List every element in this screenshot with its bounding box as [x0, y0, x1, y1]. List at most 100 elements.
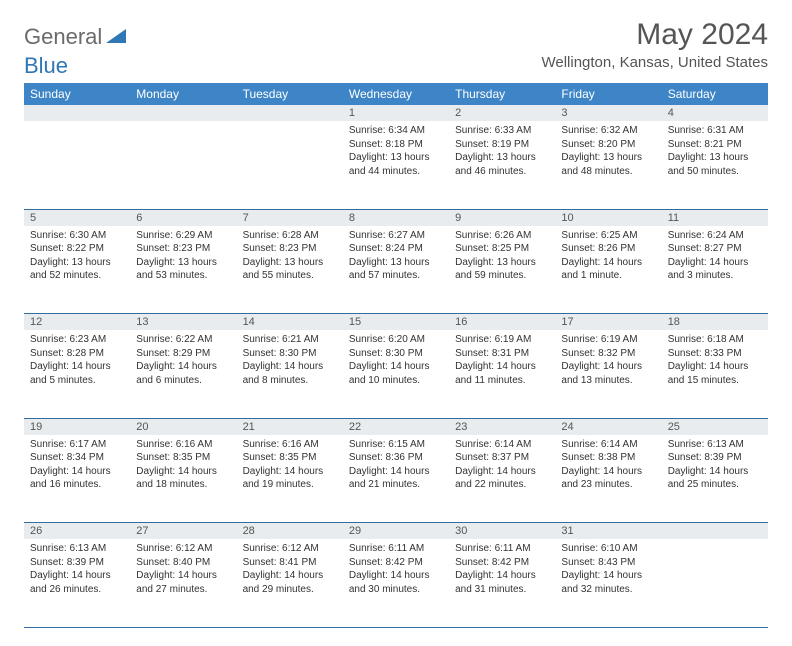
day-details: Sunrise: 6:30 AMSunset: 8:22 PMDaylight:… [24, 226, 130, 287]
week-row: Sunrise: 6:17 AMSunset: 8:34 PMDaylight:… [24, 435, 768, 523]
day-cell: Sunrise: 6:24 AMSunset: 8:27 PMDaylight:… [662, 226, 768, 314]
day-details: Sunrise: 6:22 AMSunset: 8:29 PMDaylight:… [130, 330, 236, 391]
day-cell: Sunrise: 6:15 AMSunset: 8:36 PMDaylight:… [343, 435, 449, 523]
day-cell [130, 121, 236, 209]
daynum-cell: 16 [449, 314, 555, 331]
daynum-cell: 7 [237, 209, 343, 226]
day-details: Sunrise: 6:34 AMSunset: 8:18 PMDaylight:… [343, 121, 449, 182]
day-cell: Sunrise: 6:16 AMSunset: 8:35 PMDaylight:… [237, 435, 343, 523]
day-cell: Sunrise: 6:11 AMSunset: 8:42 PMDaylight:… [343, 539, 449, 627]
day-details: Sunrise: 6:14 AMSunset: 8:38 PMDaylight:… [555, 435, 661, 496]
daynum-cell: 19 [24, 418, 130, 435]
day-cell: Sunrise: 6:33 AMSunset: 8:19 PMDaylight:… [449, 121, 555, 209]
daynum-cell: 8 [343, 209, 449, 226]
weekday-header: Tuesday [237, 83, 343, 105]
day-details: Sunrise: 6:20 AMSunset: 8:30 PMDaylight:… [343, 330, 449, 391]
day-number: 22 [343, 419, 449, 435]
day-cell: Sunrise: 6:13 AMSunset: 8:39 PMDaylight:… [24, 539, 130, 627]
day-number: 1 [343, 105, 449, 121]
daynum-cell: 4 [662, 105, 768, 121]
day-cell: Sunrise: 6:11 AMSunset: 8:42 PMDaylight:… [449, 539, 555, 627]
week-row: Sunrise: 6:30 AMSunset: 8:22 PMDaylight:… [24, 226, 768, 314]
day-number: 17 [555, 314, 661, 330]
day-number: 9 [449, 210, 555, 226]
week-row: Sunrise: 6:13 AMSunset: 8:39 PMDaylight:… [24, 539, 768, 627]
daynum-cell: 31 [555, 523, 661, 540]
day-details: Sunrise: 6:12 AMSunset: 8:40 PMDaylight:… [130, 539, 236, 600]
day-details: Sunrise: 6:18 AMSunset: 8:33 PMDaylight:… [662, 330, 768, 391]
day-number: 6 [130, 210, 236, 226]
day-number: 23 [449, 419, 555, 435]
day-number: 14 [237, 314, 343, 330]
weekday-header: Monday [130, 83, 236, 105]
daynum-cell: 30 [449, 523, 555, 540]
logo: General [24, 18, 128, 50]
calendar-table: SundayMondayTuesdayWednesdayThursdayFrid… [24, 83, 768, 628]
daynum-cell: 18 [662, 314, 768, 331]
day-details: Sunrise: 6:10 AMSunset: 8:43 PMDaylight:… [555, 539, 661, 600]
day-number: 20 [130, 419, 236, 435]
day-details: Sunrise: 6:33 AMSunset: 8:19 PMDaylight:… [449, 121, 555, 182]
day-number: 29 [343, 523, 449, 539]
day-details: Sunrise: 6:23 AMSunset: 8:28 PMDaylight:… [24, 330, 130, 391]
day-number: 8 [343, 210, 449, 226]
day-cell [662, 539, 768, 627]
logo-triangle-icon [106, 27, 126, 48]
daynum-row: 567891011 [24, 209, 768, 226]
day-number: 26 [24, 523, 130, 539]
day-details: Sunrise: 6:15 AMSunset: 8:36 PMDaylight:… [343, 435, 449, 496]
day-cell: Sunrise: 6:22 AMSunset: 8:29 PMDaylight:… [130, 330, 236, 418]
daynum-cell: 12 [24, 314, 130, 331]
weekday-header: Wednesday [343, 83, 449, 105]
day-cell: Sunrise: 6:20 AMSunset: 8:30 PMDaylight:… [343, 330, 449, 418]
day-cell: Sunrise: 6:12 AMSunset: 8:41 PMDaylight:… [237, 539, 343, 627]
daynum-cell: 15 [343, 314, 449, 331]
day-cell: Sunrise: 6:17 AMSunset: 8:34 PMDaylight:… [24, 435, 130, 523]
day-number: 13 [130, 314, 236, 330]
day-cell: Sunrise: 6:13 AMSunset: 8:39 PMDaylight:… [662, 435, 768, 523]
daynum-cell: 23 [449, 418, 555, 435]
daynum-cell: 10 [555, 209, 661, 226]
day-number: 3 [555, 105, 661, 121]
day-cell: Sunrise: 6:10 AMSunset: 8:43 PMDaylight:… [555, 539, 661, 627]
day-cell: Sunrise: 6:32 AMSunset: 8:20 PMDaylight:… [555, 121, 661, 209]
day-cell: Sunrise: 6:19 AMSunset: 8:32 PMDaylight:… [555, 330, 661, 418]
day-number: 2 [449, 105, 555, 121]
day-number: 18 [662, 314, 768, 330]
day-number: 31 [555, 523, 661, 539]
daynum-cell [237, 105, 343, 121]
daynum-cell: 20 [130, 418, 236, 435]
day-cell: Sunrise: 6:26 AMSunset: 8:25 PMDaylight:… [449, 226, 555, 314]
day-number: 12 [24, 314, 130, 330]
day-details: Sunrise: 6:14 AMSunset: 8:37 PMDaylight:… [449, 435, 555, 496]
day-cell [237, 121, 343, 209]
day-details: Sunrise: 6:26 AMSunset: 8:25 PMDaylight:… [449, 226, 555, 287]
day-number: 30 [449, 523, 555, 539]
day-cell: Sunrise: 6:12 AMSunset: 8:40 PMDaylight:… [130, 539, 236, 627]
day-cell: Sunrise: 6:29 AMSunset: 8:23 PMDaylight:… [130, 226, 236, 314]
day-details: Sunrise: 6:32 AMSunset: 8:20 PMDaylight:… [555, 121, 661, 182]
daynum-cell: 27 [130, 523, 236, 540]
daynum-cell: 6 [130, 209, 236, 226]
day-number: 27 [130, 523, 236, 539]
day-cell: Sunrise: 6:23 AMSunset: 8:28 PMDaylight:… [24, 330, 130, 418]
daynum-cell [662, 523, 768, 540]
daynum-cell: 21 [237, 418, 343, 435]
logo-text-blue: Blue [24, 53, 768, 79]
day-cell: Sunrise: 6:18 AMSunset: 8:33 PMDaylight:… [662, 330, 768, 418]
daynum-cell: 3 [555, 105, 661, 121]
daynum-row: 262728293031 [24, 523, 768, 540]
week-row: Sunrise: 6:34 AMSunset: 8:18 PMDaylight:… [24, 121, 768, 209]
daynum-row: 12131415161718 [24, 314, 768, 331]
day-cell: Sunrise: 6:16 AMSunset: 8:35 PMDaylight:… [130, 435, 236, 523]
day-cell: Sunrise: 6:31 AMSunset: 8:21 PMDaylight:… [662, 121, 768, 209]
day-details: Sunrise: 6:12 AMSunset: 8:41 PMDaylight:… [237, 539, 343, 600]
day-number: 24 [555, 419, 661, 435]
day-cell: Sunrise: 6:21 AMSunset: 8:30 PMDaylight:… [237, 330, 343, 418]
daynum-cell: 13 [130, 314, 236, 331]
day-number: 15 [343, 314, 449, 330]
daynum-cell: 26 [24, 523, 130, 540]
month-title: May 2024 [541, 18, 768, 52]
day-number: 25 [662, 419, 768, 435]
day-number: 5 [24, 210, 130, 226]
